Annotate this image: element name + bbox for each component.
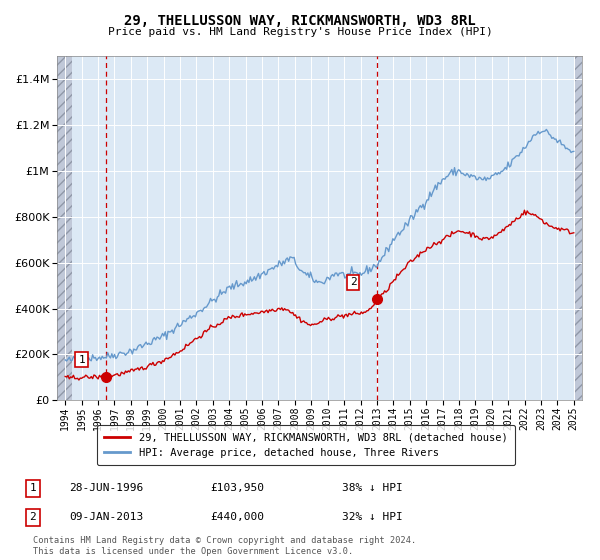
Legend: 29, THELLUSSON WAY, RICKMANSWORTH, WD3 8RL (detached house), HPI: Average price,: 29, THELLUSSON WAY, RICKMANSWORTH, WD3 8… [97,425,515,465]
Text: 32% ↓ HPI: 32% ↓ HPI [342,512,403,522]
Text: 09-JAN-2013: 09-JAN-2013 [69,512,143,522]
Text: 38% ↓ HPI: 38% ↓ HPI [342,483,403,493]
Text: 2: 2 [29,512,37,522]
Text: 1: 1 [29,483,37,493]
Text: 2: 2 [350,278,356,287]
Bar [57,56,72,400]
Text: £103,950: £103,950 [210,483,264,493]
Text: Price paid vs. HM Land Registry's House Price Index (HPI): Price paid vs. HM Land Registry's House … [107,27,493,37]
Text: 28-JUN-1996: 28-JUN-1996 [69,483,143,493]
Text: Contains HM Land Registry data © Crown copyright and database right 2024.
This d: Contains HM Land Registry data © Crown c… [33,536,416,556]
Bar [575,56,582,400]
Text: 29, THELLUSSON WAY, RICKMANSWORTH, WD3 8RL: 29, THELLUSSON WAY, RICKMANSWORTH, WD3 8… [124,14,476,28]
Text: £440,000: £440,000 [210,512,264,522]
Text: 1: 1 [78,354,85,365]
